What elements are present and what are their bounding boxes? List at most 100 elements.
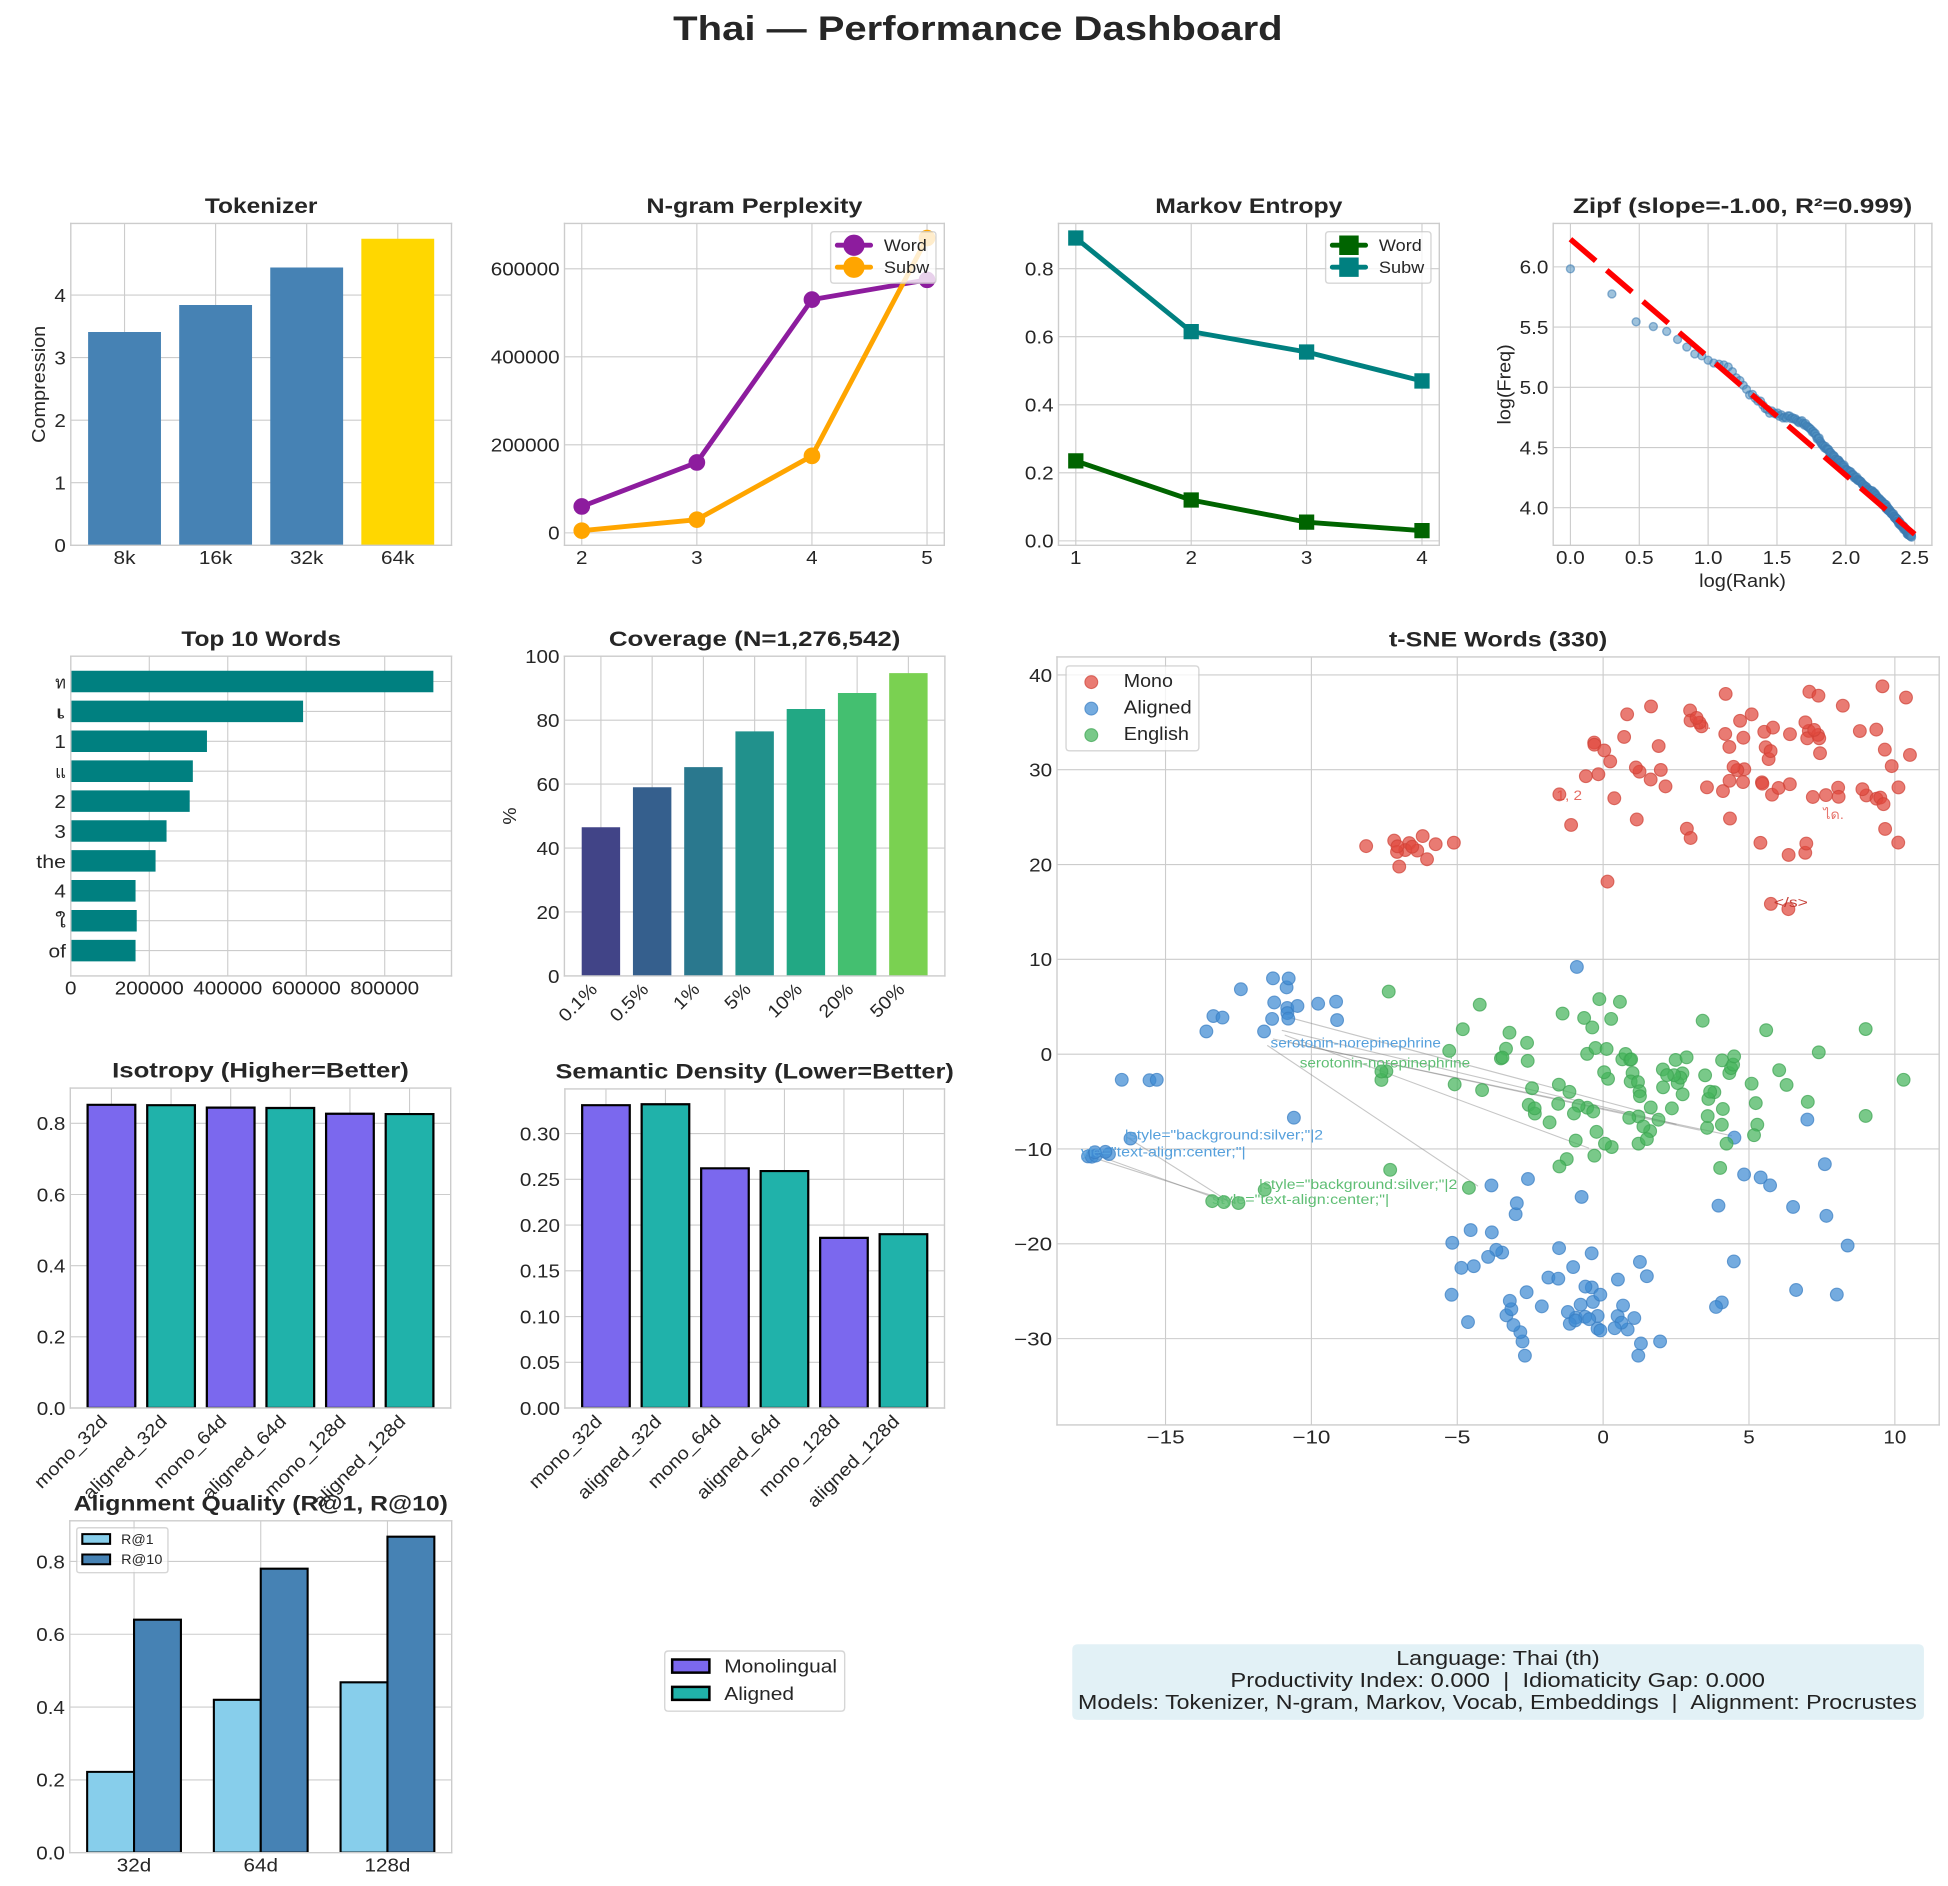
svg-text:4: 4 — [806, 548, 817, 568]
svg-text:1: 1 — [1070, 548, 1081, 568]
svg-text:4: 4 — [54, 286, 65, 306]
svg-text:1.5: 1.5 — [1763, 548, 1792, 568]
svg-text:200000: 200000 — [491, 436, 560, 456]
svg-text:0.6: 0.6 — [37, 1185, 66, 1205]
svg-text:32d: 32d — [117, 1855, 151, 1875]
svg-text:Mono: Mono — [1124, 671, 1173, 691]
svg-text:1.0: 1.0 — [1694, 548, 1723, 568]
svg-text:0.5: 0.5 — [1625, 548, 1654, 568]
svg-text:−5: −5 — [1444, 1427, 1471, 1447]
svg-text:400000: 400000 — [193, 978, 262, 998]
svg-text:0.8: 0.8 — [36, 1552, 65, 1572]
svg-text:ท: ท — [55, 672, 66, 692]
svg-text:0.2: 0.2 — [1025, 464, 1054, 484]
svg-text:Word: Word — [884, 236, 927, 255]
svg-text:4: 4 — [1416, 548, 1427, 568]
svg-text:Tokenizer: Tokenizer — [205, 195, 318, 218]
svg-text:t-SNE Words (330): t-SNE Words (330) — [1389, 628, 1607, 651]
svg-text:4: 4 — [54, 882, 65, 902]
svg-text:0: 0 — [1597, 1427, 1608, 1447]
svg-text:Isotropy (Higher=Better): Isotropy (Higher=Better) — [112, 1060, 409, 1083]
svg-text:80: 80 — [537, 711, 560, 731]
svg-text:2.5: 2.5 — [1900, 548, 1929, 568]
svg-text:Models: Tokenizer, N-gram, Mar: Models: Tokenizer, N-gram, Markov, Vocab… — [1078, 1691, 1917, 1714]
svg-text:200000: 200000 — [115, 978, 184, 998]
svg-text:0.8: 0.8 — [1025, 260, 1054, 280]
svg-text:30: 30 — [1029, 761, 1052, 781]
svg-text:แ: แ — [55, 762, 66, 782]
svg-text:Language: Thai (th): Language: Thai (th) — [1396, 1647, 1599, 1670]
svg-text:0: 0 — [65, 978, 76, 998]
svg-text:serotonin-norepinephrine: serotonin-norepinephrine — [1300, 1055, 1470, 1070]
svg-text:0.2: 0.2 — [37, 1328, 66, 1348]
svg-text:60: 60 — [537, 775, 560, 795]
svg-text:40: 40 — [537, 839, 560, 859]
svg-text:ได.: ได. — [1822, 807, 1843, 822]
svg-text:Top 10 Words: Top 10 Words — [181, 628, 341, 651]
svg-text:ใ: ใ — [55, 911, 66, 932]
svg-text:of: of — [49, 941, 68, 961]
svg-text:ได.: ได. — [1690, 717, 1711, 732]
svg-text:</s>: </s> — [1774, 895, 1808, 910]
svg-text:100: 100 — [525, 647, 559, 667]
svg-text:−10: −10 — [1292, 1427, 1330, 1447]
svg-text:400000: 400000 — [491, 348, 560, 368]
svg-text:10: 10 — [1883, 1427, 1906, 1447]
svg-text:0.0: 0.0 — [1556, 548, 1585, 568]
svg-text:Productivity Index: 0.000 |: Productivity Index: 0.000 | Idiomaticity… — [1230, 1669, 1764, 1692]
svg-text:log(Rank): log(Rank) — [1699, 571, 1786, 591]
svg-text:0.2: 0.2 — [36, 1771, 65, 1791]
svg-text:Aligned: Aligned — [1124, 697, 1192, 717]
svg-text:0: 0 — [1041, 1045, 1052, 1065]
svg-text:0.25: 0.25 — [520, 1170, 560, 1190]
svg-text:3: 3 — [54, 348, 65, 368]
svg-text:8k: 8k — [114, 548, 137, 568]
svg-text:40: 40 — [1029, 666, 1052, 686]
svg-text:5.0: 5.0 — [1520, 378, 1549, 398]
svg-text:Aligned: Aligned — [724, 1683, 794, 1704]
svg-text:Compression: Compression — [29, 326, 49, 443]
svg-text:−10: −10 — [1014, 1140, 1052, 1160]
svg-text:1: 1 — [54, 474, 65, 494]
svg-text:0.20: 0.20 — [520, 1216, 560, 1236]
svg-text:Markov Entropy: Markov Entropy — [1155, 195, 1343, 218]
svg-text:3: 3 — [54, 822, 65, 842]
svg-text:6.0: 6.0 — [1520, 258, 1549, 278]
svg-text:4.5: 4.5 — [1520, 438, 1549, 458]
svg-text:1, 2: 1, 2 — [1556, 788, 1582, 803]
svg-text:−20: −20 — [1014, 1235, 1052, 1255]
svg-text:0.4: 0.4 — [1025, 396, 1054, 416]
svg-text:0: 0 — [548, 967, 559, 987]
svg-text:0.30: 0.30 — [520, 1124, 560, 1144]
svg-text:Thai — Performance Dashboard: Thai — Performance Dashboard — [673, 10, 1282, 48]
svg-text:Word: Word — [1379, 236, 1422, 255]
svg-text:%: % — [500, 807, 520, 824]
svg-text:0.4: 0.4 — [36, 1698, 65, 1718]
svg-text:2: 2 — [54, 792, 65, 812]
svg-text:log(Freq): log(Freq) — [1494, 344, 1514, 424]
svg-text:0.15: 0.15 — [520, 1262, 560, 1282]
svg-text:R@10: R@10 — [121, 1551, 162, 1567]
svg-text:0.0: 0.0 — [37, 1399, 66, 1419]
svg-text:English: English — [1124, 724, 1189, 744]
svg-text:Zipf (slope=-1.00, R²=0.999): Zipf (slope=-1.00, R²=0.999) — [1573, 195, 1912, 218]
svg-text:800000: 800000 — [350, 978, 419, 998]
svg-text:2: 2 — [576, 548, 587, 568]
svg-text:Subw: Subw — [884, 258, 930, 277]
svg-text:N-gram Perplexity: N-gram Perplexity — [646, 195, 862, 218]
svg-text:0.10: 0.10 — [520, 1307, 560, 1327]
svg-text:5: 5 — [921, 548, 932, 568]
svg-text:2: 2 — [1185, 548, 1196, 568]
svg-text:Subw: Subw — [1379, 258, 1425, 277]
svg-text:4.0: 4.0 — [1520, 499, 1549, 519]
svg-text:serotonin-norepinephrine: serotonin-norepinephrine — [1271, 1036, 1441, 1051]
svg-text:0.0: 0.0 — [36, 1844, 65, 1864]
svg-text:the: the — [36, 852, 66, 872]
svg-text:0.8: 0.8 — [37, 1114, 66, 1134]
svg-text:600000: 600000 — [491, 260, 560, 280]
svg-text:|style="background:silver;"|2: |style="background:silver;"|2 — [1259, 1177, 1457, 1192]
svg-text:Monolingual: Monolingual — [724, 1656, 837, 1677]
svg-text:0: 0 — [548, 524, 559, 544]
svg-text:0.6: 0.6 — [1025, 328, 1054, 348]
svg-text:−15: −15 — [1146, 1427, 1184, 1447]
